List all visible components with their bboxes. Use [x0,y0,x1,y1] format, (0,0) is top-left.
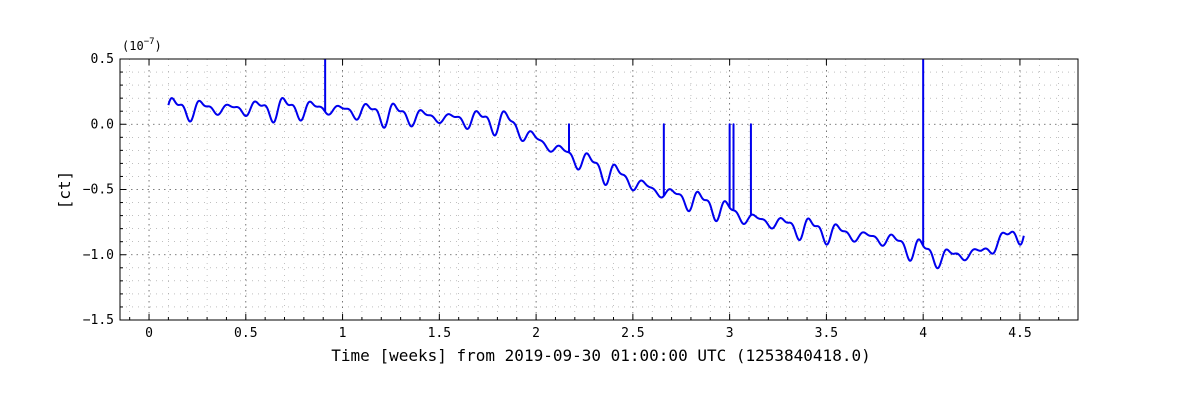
x-tick-label: 1.5 [428,326,451,341]
grid [120,58,1079,321]
y-tick-label: 0.5 [91,52,114,67]
series [167,59,1025,270]
x-tick-label: 4 [919,326,927,341]
x-tick-label: 3 [726,326,734,341]
y-tick-label: −1.5 [83,313,114,328]
x-tick-label: 4.5 [1008,326,1031,341]
x-tick-label: 2.5 [621,326,644,341]
tick-labels: 0 0.5 1 1.5 2 2.5 3 3.5 4 4.5 −1.5 −1.0 −0.5 0.0 0.5 [83,52,1032,341]
y-tick-label: −0.5 [83,183,114,198]
plot-frame [119,58,1079,321]
x-tick-label: 1 [339,326,347,341]
y-axis-label: [ct] [55,171,74,210]
series-line [167,59,1025,270]
x-tick-label: 0.5 [234,326,257,341]
x-tick-label: 0 [145,326,153,341]
x-tick-label: 2 [532,326,540,341]
y-exponent-label: (10−7) [122,37,162,53]
x-axis-label: Time [weeks] from 2019-09-30 01:00:00 UT… [331,346,870,365]
y-tick-label: −1.0 [83,248,114,263]
x-tick-label: 3.5 [815,326,838,341]
y-tick-label: 0.0 [91,117,114,132]
